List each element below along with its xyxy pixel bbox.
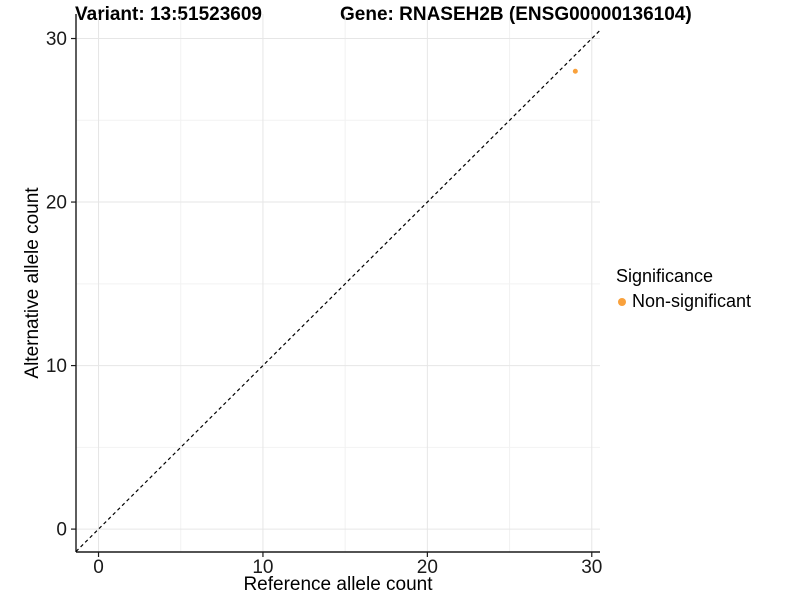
- y-tick-label: 30: [46, 29, 67, 50]
- data-point: [572, 68, 578, 74]
- legend-point-icon: [618, 297, 626, 306]
- x-tick-label: 30: [581, 557, 602, 578]
- x-axis-title: Reference allele count: [243, 574, 433, 595]
- x-tick-label: 0: [93, 557, 104, 578]
- x-tick-label: 10: [252, 557, 273, 578]
- legend: Significance Non-significant: [616, 266, 751, 312]
- x-tick-label: 20: [417, 557, 438, 578]
- legend-title: Significance: [616, 266, 714, 286]
- legend-entry: Non-significant: [616, 291, 751, 312]
- y-axis-title: Alternative allele count: [22, 187, 43, 379]
- y-tick-label: 20: [46, 193, 67, 214]
- legend-entry-label: Non-significant: [632, 291, 752, 311]
- identity-line: [75, 29, 601, 552]
- gene-title: Gene: RNASEH2B (ENSG00000136104): [340, 4, 692, 25]
- variant-title: Variant: 13:51523609: [75, 4, 262, 25]
- y-tick-label: 10: [46, 356, 67, 377]
- y-tick-label: 0: [56, 520, 67, 541]
